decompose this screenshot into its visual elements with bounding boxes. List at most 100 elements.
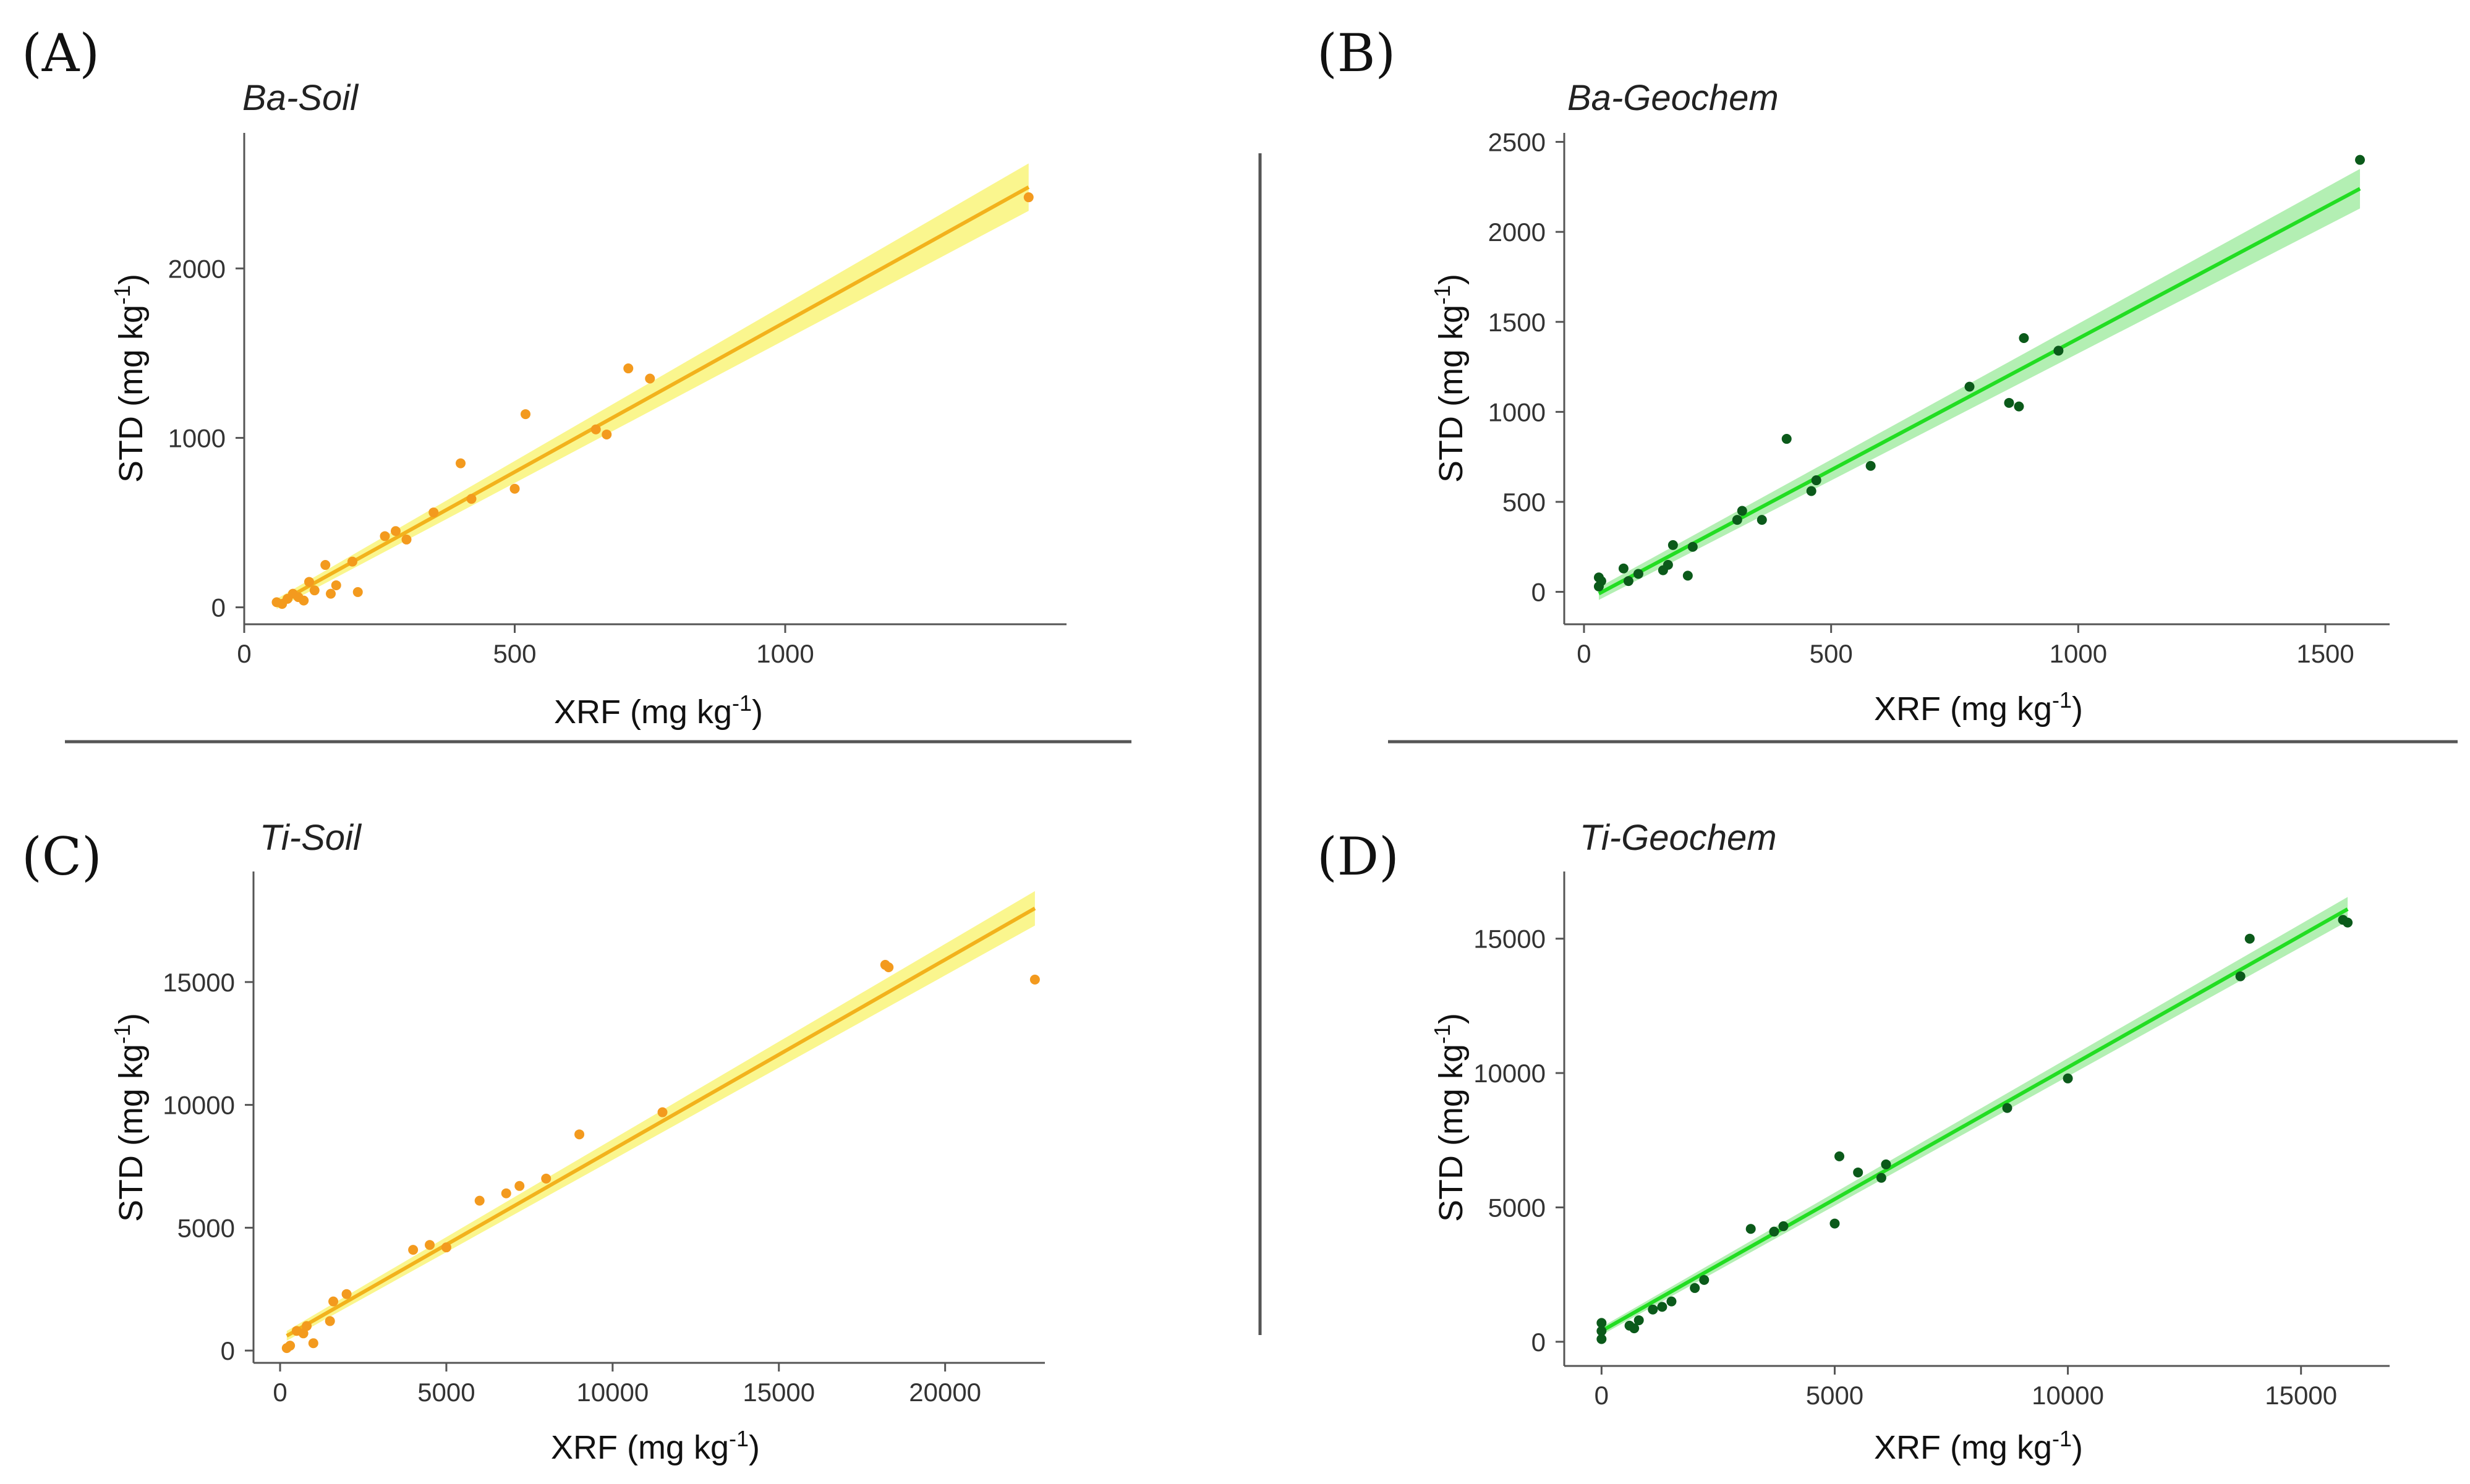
x-tick-label: 15000 [743, 1378, 815, 1407]
y-axis-title: STD (mg kg-1) [1429, 1013, 1470, 1222]
y-tick-label: 5000 [1488, 1193, 1546, 1222]
data-point [884, 962, 894, 973]
data-point [1737, 506, 1747, 516]
data-point [309, 585, 320, 596]
x-axis-title: XRF (mg kg-1) [551, 1426, 760, 1466]
y-axis-title-tail: ) [113, 274, 150, 285]
panel-label: (B) [1317, 23, 1395, 83]
x-axis-title-main: XRF (mg kg [1874, 690, 2052, 727]
x-tick-label: 10000 [2032, 1381, 2104, 1410]
data-point [1687, 541, 1698, 552]
data-point [1629, 1323, 1640, 1334]
data-point [352, 587, 363, 597]
chart-title: Ti-Soil [260, 818, 362, 858]
panel-label: (A) [22, 23, 100, 83]
data-point [1663, 559, 1673, 570]
data-point [347, 556, 357, 567]
data-point [302, 1321, 312, 1331]
y-axis-title-sup: -1 [1429, 285, 1455, 305]
panel-b: (B) Ba-Geochem 0 500 1000 1500 0 500 1000 1500 200… [1317, 23, 2390, 727]
y-tick-label: 10000 [163, 1091, 235, 1120]
y-axis-title-sup: -1 [109, 285, 135, 305]
data-point [1023, 192, 1034, 203]
y-axis-title-main: STD (mg kg [113, 305, 150, 483]
y-tick-label: 15000 [1473, 925, 1546, 954]
y-axis-title-tail: ) [1433, 274, 1470, 285]
data-point [1732, 515, 1742, 525]
data-point [1781, 434, 1792, 444]
x-axis-title-sup: -1 [732, 690, 752, 716]
data-point [2063, 1073, 2073, 1083]
y-tick-label: 500 [1502, 488, 1546, 517]
data-point [474, 1195, 485, 1206]
panel-label: (C) [22, 826, 102, 887]
y-tick-label: 0 [211, 593, 226, 622]
data-point [1778, 1221, 1789, 1231]
data-point [1690, 1283, 1700, 1293]
x-axis-title-main: XRF (mg kg [554, 693, 732, 731]
data-point [1699, 1274, 1710, 1285]
regression-line [1600, 907, 2349, 1333]
y-tick-label: 0 [1531, 1328, 1546, 1357]
data-point [401, 534, 412, 545]
data-point [320, 560, 331, 570]
data-point [1806, 486, 1816, 496]
chart-title: Ba-Soil [242, 78, 359, 118]
data-point [2244, 933, 2255, 944]
y-axis-title-tail: ) [113, 1013, 150, 1024]
data-point [1596, 1326, 1607, 1336]
data-point [623, 363, 634, 374]
data-point [1648, 1304, 1658, 1315]
y-axis-title-main: STD (mg kg [1433, 1044, 1470, 1222]
data-point [325, 1316, 335, 1326]
x-tick-label: 0 [1595, 1381, 1609, 1410]
data-point [645, 373, 655, 384]
data-point [1829, 1218, 1840, 1229]
data-point [574, 1129, 585, 1140]
data-point [1596, 576, 1606, 587]
data-point [456, 458, 466, 469]
x-tick-label: 0 [273, 1378, 287, 1407]
data-point [2053, 346, 2064, 356]
data-point [602, 429, 612, 439]
confidence-band [1598, 169, 2361, 600]
data-point [408, 1245, 419, 1255]
x-tick-label: 5000 [1806, 1381, 1863, 1410]
y-tick-label: 2000 [1488, 218, 1546, 247]
data-point [1618, 563, 1629, 574]
data-point [328, 1296, 339, 1307]
x-axis-title-sup: -1 [2052, 1426, 2072, 1451]
data-point [1745, 1224, 1756, 1234]
x-tick-label: 10000 [576, 1378, 649, 1407]
y-tick-label: 10000 [1473, 1059, 1546, 1088]
panel-label: (D) [1317, 826, 1399, 887]
regression-line [276, 185, 1030, 606]
x-axis-title-sup: -1 [729, 1426, 749, 1451]
y-tick-label: 2500 [1488, 128, 1546, 157]
y-axis-title: STD (mg kg-1) [1429, 274, 1470, 483]
x-tick-label: 1000 [756, 639, 814, 668]
data-point [391, 526, 401, 536]
data-point [509, 483, 520, 494]
data-point [1596, 1318, 1607, 1328]
data-point [2004, 397, 2014, 408]
x-tick-label: 0 [237, 639, 251, 668]
data-point [1682, 570, 1693, 581]
data-point [1633, 1315, 1644, 1326]
data-point [441, 1242, 451, 1253]
data-point [1029, 974, 1040, 985]
x-tick-label: 0 [1577, 639, 1591, 668]
x-axis-title-tail: ) [752, 693, 763, 731]
y-axis-title: STD (mg kg-1) [109, 1013, 150, 1222]
data-point [1811, 475, 1821, 486]
data-point [590, 424, 601, 435]
data-point [1623, 576, 1633, 587]
y-tick-label: 2000 [168, 254, 226, 283]
x-tick-label: 15000 [2265, 1381, 2337, 1410]
x-tick-label: 1000 [2050, 639, 2107, 668]
x-axis-title: XRF (mg kg-1) [1874, 687, 2083, 727]
x-tick-label: 5000 [417, 1378, 475, 1407]
chart-title: Ba-Geochem [1567, 78, 1779, 118]
data-point [2014, 401, 2024, 412]
